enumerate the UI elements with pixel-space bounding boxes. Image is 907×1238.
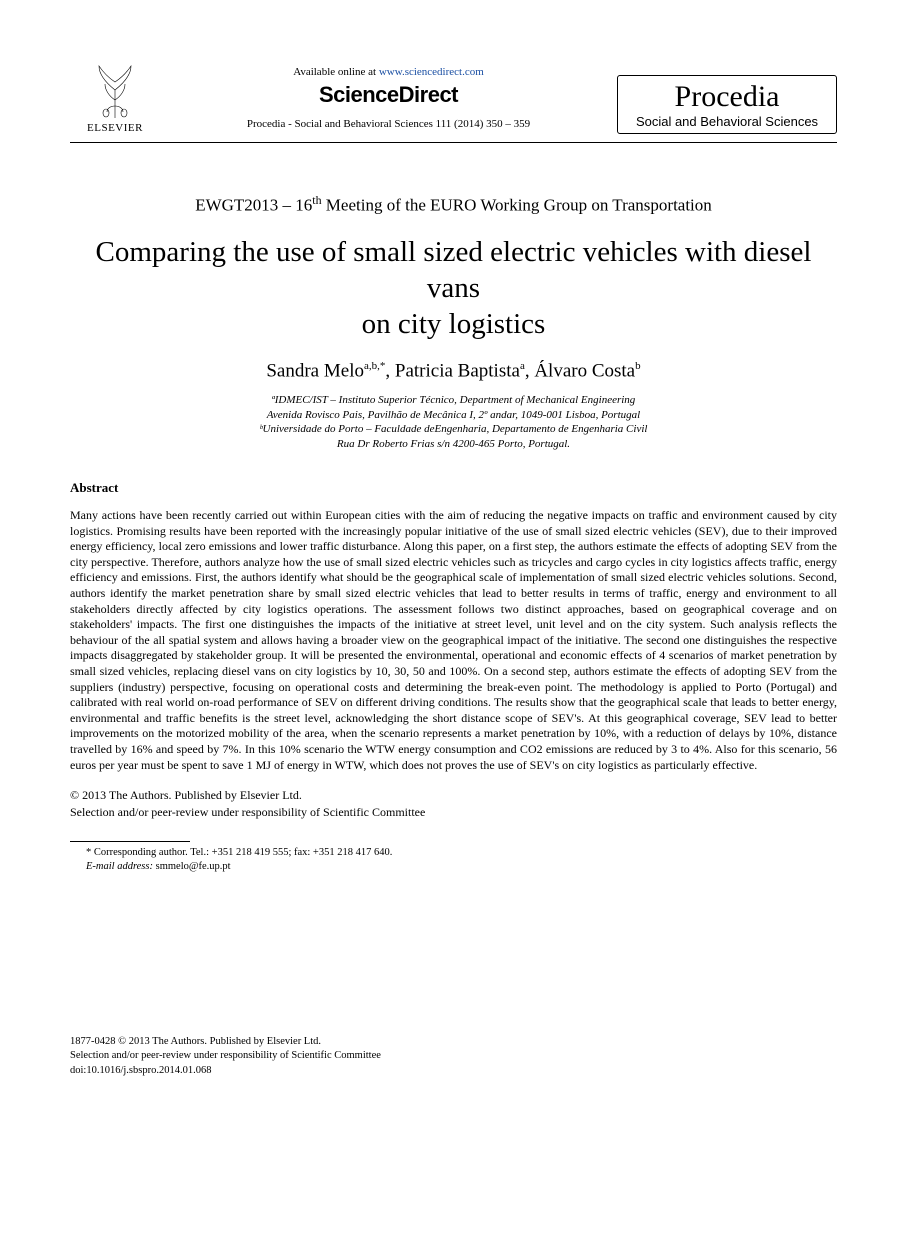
- copyright-line-2: Selection and/or peer-review under respo…: [70, 805, 425, 819]
- affil-b-line2: Rua Dr Roberto Frias s/n 4200-465 Porto,…: [337, 438, 570, 450]
- page-footer: 1877-0428 © 2013 The Authors. Published …: [70, 1035, 837, 1078]
- center-header: Available online at www.sciencedirect.co…: [160, 66, 617, 134]
- available-online-text: Available online at: [293, 66, 376, 78]
- available-online-line: Available online at www.sciencedirect.co…: [170, 66, 607, 78]
- footer-selection: Selection and/or peer-review under respo…: [70, 1050, 381, 1061]
- affil-b-line1: ᵇUniversidade do Porto – Faculdade deEng…: [260, 423, 648, 435]
- footer-doi: doi:10.1016/j.sbspro.2014.01.068: [70, 1065, 211, 1076]
- author-2: , Patricia Baptista: [385, 361, 520, 382]
- copyright-block: © 2013 The Authors. Published by Elsevie…: [70, 787, 837, 821]
- conference-prefix: EWGT2013 – 16: [195, 196, 312, 215]
- footer-issn: 1877-0428 © 2013 The Authors. Published …: [70, 1036, 321, 1047]
- elsevier-logo-block: ELSEVIER: [70, 60, 160, 134]
- conference-tail: Meeting of the EURO Working Group on Tra…: [322, 196, 712, 215]
- procedia-title: Procedia: [622, 82, 832, 112]
- author-3: , Álvaro Costa: [525, 361, 635, 382]
- footnote-email-label: E-mail address:: [86, 861, 153, 872]
- conference-ordinal: th: [312, 193, 321, 207]
- author-1-affil: a,b,*: [364, 360, 385, 372]
- authors-line: Sandra Meloa,b,*, Patricia Baptistaa, Ál…: [70, 360, 837, 382]
- elsevier-tree-icon: [85, 60, 145, 120]
- header-row: ELSEVIER Available online at www.science…: [70, 60, 837, 143]
- procedia-logo-block: Procedia Social and Behavioral Sciences: [617, 75, 837, 134]
- copyright-line-1: © 2013 The Authors. Published by Elsevie…: [70, 788, 302, 802]
- footnote-rule: [70, 841, 190, 842]
- procedia-subtitle: Social and Behavioral Sciences: [622, 114, 832, 129]
- footnote-corresponding: * Corresponding author. Tel.: +351 218 4…: [86, 847, 392, 858]
- corresponding-author-footnote: * Corresponding author. Tel.: +351 218 4…: [86, 846, 837, 875]
- author-1: Sandra Melo: [266, 361, 364, 382]
- journal-reference: Procedia - Social and Behavioral Science…: [170, 118, 607, 130]
- affil-a-line2: Avenida Rovisco Pais, Pavilhão de Mecâni…: [267, 409, 640, 421]
- sciencedirect-wordmark: ScienceDirect: [170, 82, 607, 108]
- title-line-1: Comparing the use of small sized electri…: [96, 236, 812, 304]
- page-root: ELSEVIER Available online at www.science…: [0, 0, 907, 1118]
- paper-title: Comparing the use of small sized electri…: [70, 234, 837, 343]
- footnote-email: smmelo@fe.up.pt: [153, 861, 231, 872]
- conference-line: EWGT2013 – 16th Meeting of the EURO Work…: [70, 193, 837, 216]
- affil-a-line1: ªIDMEC/IST – Instituto Superior Técnico,…: [272, 394, 636, 406]
- affiliations: ªIDMEC/IST – Instituto Superior Técnico,…: [70, 393, 837, 452]
- abstract-heading: Abstract: [70, 480, 837, 496]
- author-3-affil: b: [635, 360, 641, 372]
- title-line-2: on city logistics: [362, 308, 546, 340]
- sciencedirect-url[interactable]: www.sciencedirect.com: [379, 66, 484, 78]
- abstract-body: Many actions have been recently carried …: [70, 508, 837, 773]
- elsevier-label: ELSEVIER: [87, 122, 143, 134]
